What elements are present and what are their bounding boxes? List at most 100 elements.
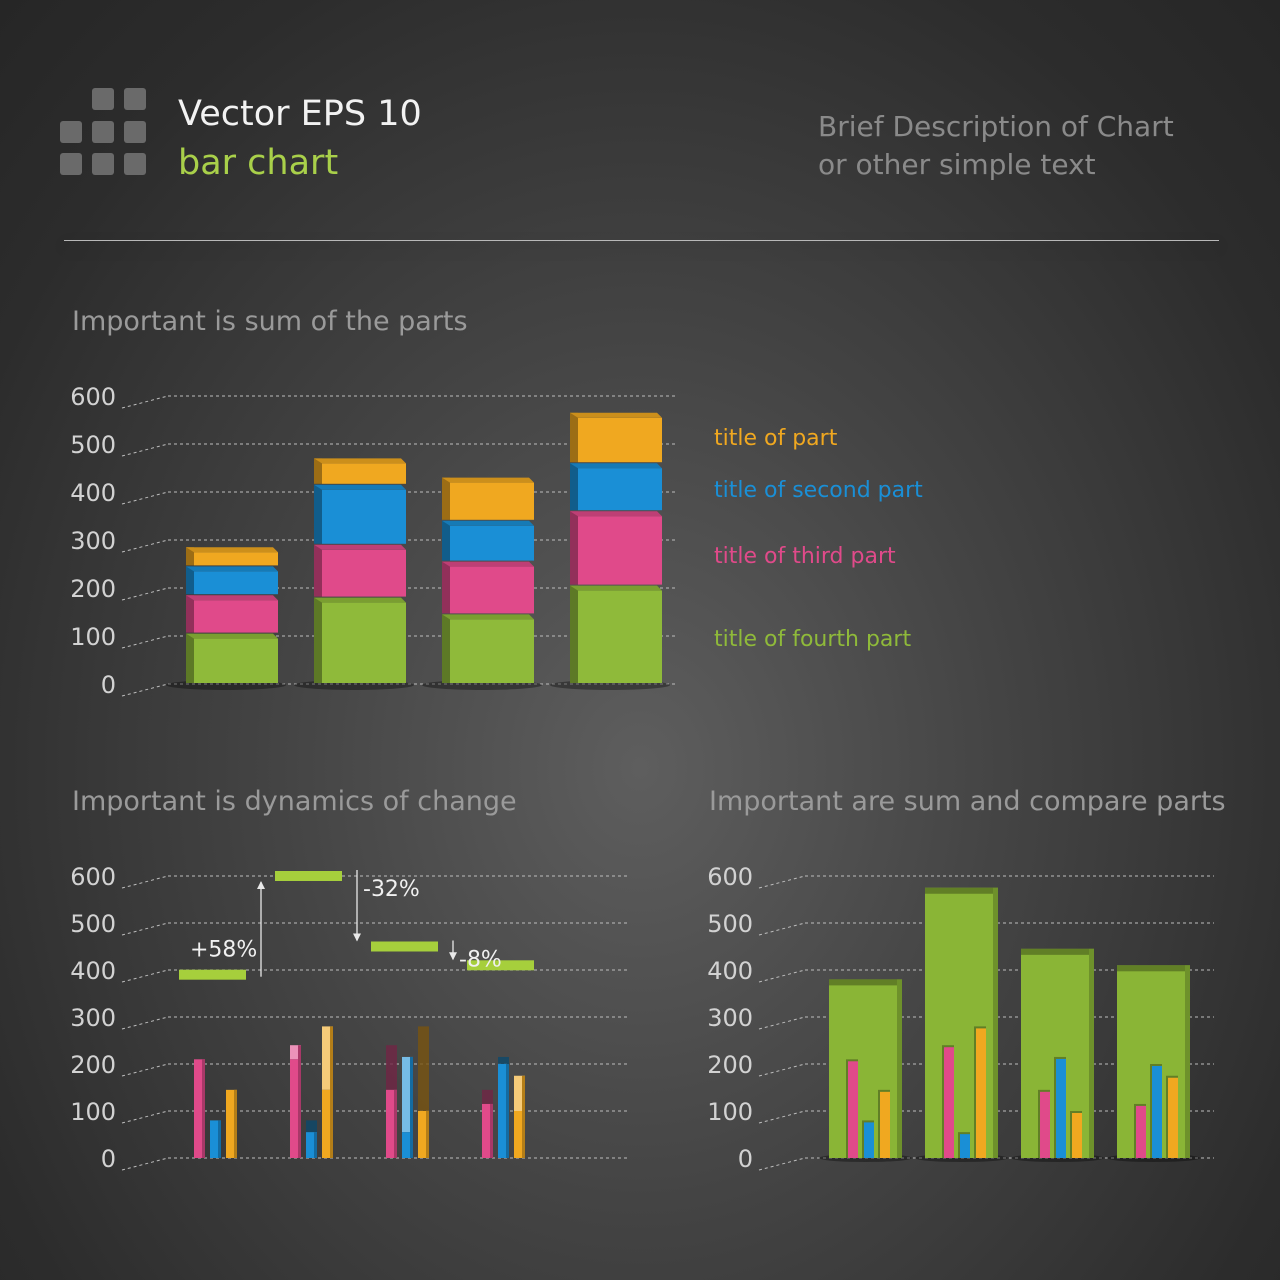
chart1-bar-segment xyxy=(186,595,278,633)
chart2-bar-edge xyxy=(298,1045,301,1158)
description-line-2: or other simple text xyxy=(818,148,1096,181)
chart1-bar-segment-side xyxy=(442,477,450,520)
chart1-bar-segment-face xyxy=(194,571,278,595)
chart3-tick-label: 200 xyxy=(707,1051,753,1079)
chart3-inner-bar xyxy=(1168,1077,1178,1158)
chart3-inner-bar xyxy=(1136,1105,1146,1158)
chart3-gridline-slant xyxy=(758,1157,806,1171)
chart1-bar-segment-top xyxy=(314,597,406,603)
legend-label: title of fourth part xyxy=(714,627,912,652)
chart2-bar xyxy=(226,1089,237,1158)
chart1-bar-segment xyxy=(314,544,406,597)
chart1-bar-segment-face xyxy=(194,600,278,633)
chart3-tick-label: 500 xyxy=(707,910,753,938)
logo-square xyxy=(124,121,146,143)
chart2-increase-highlight xyxy=(290,1045,301,1060)
chart1-bar-segment-top xyxy=(442,561,534,567)
chart2-gridline-slant xyxy=(121,1110,169,1124)
chart2-bar-edge xyxy=(490,1103,493,1158)
chart3-total-bar-top xyxy=(1021,948,1094,955)
chart3-total-bar xyxy=(925,887,998,1158)
chart2-bar-edge xyxy=(234,1089,237,1158)
chart2-bar xyxy=(322,1089,333,1158)
chart2-bar-edge xyxy=(522,1075,525,1158)
chart2-bar xyxy=(290,1059,301,1158)
legend-label: title of third part xyxy=(714,544,896,569)
chart2-bar-edge xyxy=(202,1059,205,1158)
chart1-bar-segment-side xyxy=(314,544,322,597)
chart3-inner-bar xyxy=(960,1134,970,1158)
chart2-bar xyxy=(306,1132,317,1158)
chart2-gridline-slant xyxy=(121,875,169,889)
chart3-tick-label: 300 xyxy=(707,1004,753,1032)
chart1-bar-segment-top xyxy=(442,477,534,483)
chart1-bar-segment xyxy=(442,520,534,561)
logo-square xyxy=(124,88,146,110)
chart2-total-marker xyxy=(467,960,534,971)
chart2-change-label: -32% xyxy=(363,877,420,902)
chart2-total-marker xyxy=(371,941,438,952)
chart2-previous-value-ghost xyxy=(418,1026,429,1111)
chart2-bar xyxy=(482,1103,493,1158)
chart2-tick-label: 300 xyxy=(70,1004,116,1032)
chart1-bar-segment-face xyxy=(450,525,534,561)
chart2-bar-edge xyxy=(218,1120,221,1158)
description-line-1: Brief Description of Chart xyxy=(818,110,1174,143)
chart1-gridline-slant xyxy=(121,491,169,505)
chart2-tick-label: 400 xyxy=(70,957,116,985)
chart3-inner-bar xyxy=(976,1028,986,1158)
chart3-inner-bar xyxy=(944,1047,954,1158)
chart2-bar-edge xyxy=(506,1064,509,1158)
chart3-gridline-slant xyxy=(758,875,806,889)
legend-item-third-part: title of third part xyxy=(714,544,896,569)
chart2-increase-highlight xyxy=(322,1026,333,1090)
chart1-bar-segment-face xyxy=(322,463,406,484)
chart2-bar xyxy=(194,1059,205,1158)
chart1-bar-segment-face xyxy=(450,482,534,520)
chart3-total-bar-top xyxy=(925,887,998,894)
chart2-bar xyxy=(210,1120,221,1158)
chart2-previous-value-ghost xyxy=(482,1089,493,1104)
logo-square xyxy=(60,121,82,143)
chart1-bar-segment xyxy=(186,633,278,683)
chart1-bar-segment-face xyxy=(194,552,278,566)
chart1-bar-segment xyxy=(570,511,662,585)
chart2-previous-value-ghost xyxy=(306,1120,317,1133)
chart2-gridline-slant xyxy=(121,1016,169,1030)
chart3-total-bar-edge xyxy=(897,979,902,1158)
chart3-tick-label: 0 xyxy=(738,1145,753,1173)
chart3-inner-bar xyxy=(880,1091,890,1158)
chart1-bar-segment-face xyxy=(578,468,662,511)
chart3-inner-bar xyxy=(1072,1113,1082,1158)
chart2-gridline-slant xyxy=(121,1063,169,1077)
chart1-bar-segment xyxy=(186,566,278,595)
chart3-gridline-slant xyxy=(758,1110,806,1124)
chart2-tick-label: 100 xyxy=(70,1098,116,1126)
chart1-bar-segment-side xyxy=(186,566,194,595)
chart1-bar-segment-side xyxy=(186,595,194,633)
chart2-bar-edge xyxy=(410,1056,413,1158)
chart1-bar-segment-side xyxy=(442,520,450,561)
chart1-bar-segment-top xyxy=(314,544,406,550)
chart3-total-bar-edge xyxy=(1185,965,1190,1158)
chart1-bar-segment-face xyxy=(322,489,406,544)
chart1-bar-segment-side xyxy=(570,463,578,511)
chart2-change-arrowhead xyxy=(449,952,457,961)
chart3-total-bar-edge xyxy=(993,887,998,1158)
chart2-bar-edge xyxy=(426,1111,429,1158)
chart1-bar-segment-side xyxy=(442,561,450,614)
chart3-tick-label: 100 xyxy=(707,1098,753,1126)
chart2-change-arrowhead xyxy=(353,933,361,942)
chart2-gridline-slant xyxy=(121,969,169,983)
chart2-bar-edge xyxy=(314,1132,317,1158)
logo-square xyxy=(124,153,146,175)
legend-label: title of part xyxy=(714,426,838,451)
chart1-bar-segment-top xyxy=(186,595,278,601)
chart1-bar-segment-side xyxy=(314,484,322,544)
chart1-bar-segment-side xyxy=(314,597,322,683)
chart1-bar-segment-face xyxy=(322,602,406,683)
grid-squares-icon xyxy=(60,88,146,175)
chart2-bar xyxy=(514,1111,525,1158)
chart2-gridline-slant xyxy=(121,1157,169,1171)
chart1-bar-segment xyxy=(314,597,406,683)
